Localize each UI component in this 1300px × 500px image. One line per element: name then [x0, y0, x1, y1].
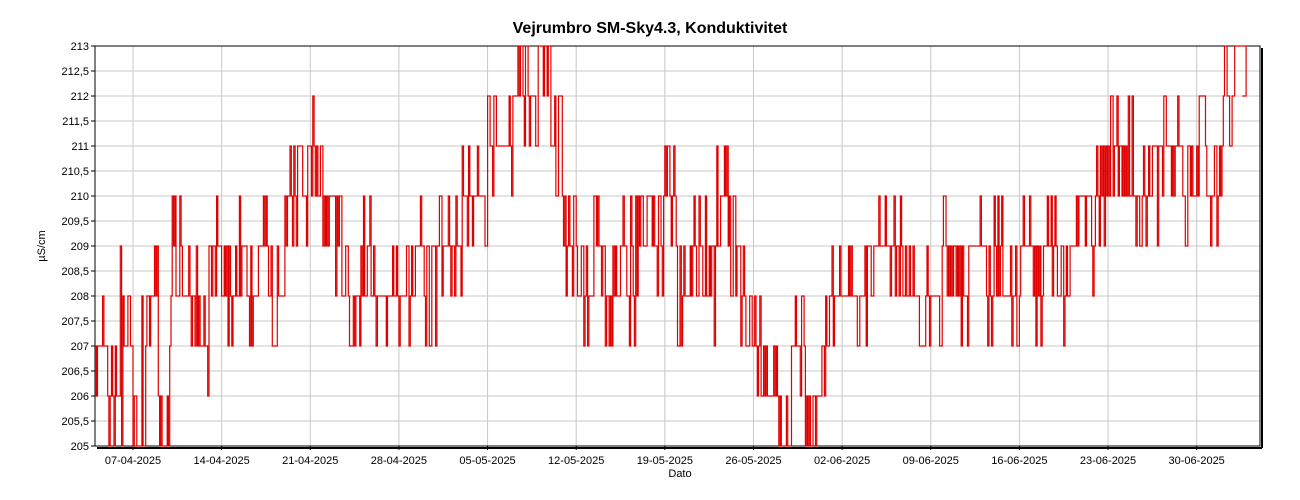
x-tick-label: 09-06-2025	[903, 455, 959, 467]
x-axis-ticks: 07-04-2025 14-04-2025 21-04-2025 28-04-2025…	[105, 446, 1225, 467]
x-tick-label: 12-05-2025	[548, 455, 604, 467]
y-axis-ticks: 205 205,5 206 206,5 207 207,5 208 208,5 209 209,5…	[61, 41, 95, 453]
x-tick-label: 28-04-2025	[371, 455, 427, 467]
x-tick-label: 23-06-2025	[1080, 455, 1136, 467]
x-tick-label: 30-06-2025	[1169, 455, 1225, 467]
y-tick-label: 209	[71, 241, 89, 253]
x-tick-label: 07-04-2025	[105, 455, 161, 467]
series-layer	[95, 45, 1247, 447]
y-tick-label: 213	[71, 41, 89, 53]
y-tick-label: 211,5	[62, 116, 89, 128]
y-tick-label: 212	[71, 91, 89, 103]
x-tick-label: 14-04-2025	[193, 455, 249, 467]
y-tick-label: 205	[71, 441, 89, 453]
y-tick-label: 206,5	[61, 366, 89, 378]
x-tick-label: 26-05-2025	[725, 455, 781, 467]
x-tick-label: 21-04-2025	[282, 455, 338, 467]
y-tick-label: 212,5	[61, 66, 89, 78]
y-tick-label: 205,5	[61, 416, 89, 428]
y-tick-label: 208	[71, 291, 89, 303]
y-tick-label: 210,5	[61, 166, 89, 178]
series-line	[95, 45, 1247, 447]
x-axis-title: Dato	[668, 468, 691, 480]
y-tick-label: 211	[71, 141, 89, 153]
x-tick-label: 02-06-2025	[814, 455, 870, 467]
y-tick-label: 207,5	[61, 316, 89, 328]
x-tick-label: 19-05-2025	[637, 455, 693, 467]
y-tick-label: 208,5	[61, 266, 89, 278]
y-tick-label: 209,5	[61, 216, 89, 228]
chart-title: Vejrumbro SM-Sky4.3, Konduktivitet	[512, 20, 788, 37]
y-tick-label: 206	[71, 391, 89, 403]
y-axis-title: µS/cm	[36, 230, 48, 261]
x-tick-label: 05-05-2025	[459, 455, 515, 467]
y-tick-label: 210	[71, 191, 89, 203]
x-tick-label: 16-06-2025	[991, 455, 1047, 467]
y-tick-label: 207	[71, 341, 89, 353]
